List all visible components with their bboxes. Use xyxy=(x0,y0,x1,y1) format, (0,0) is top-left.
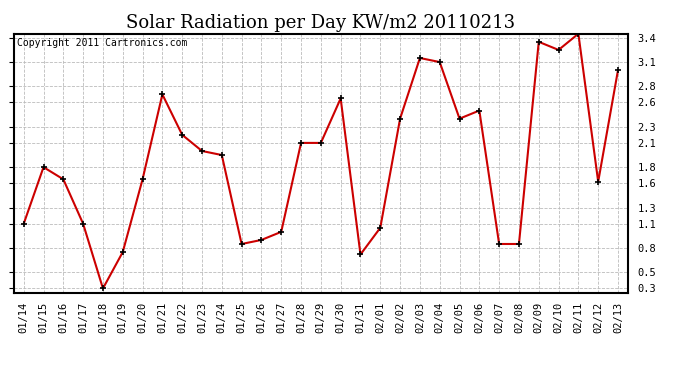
Text: Copyright 2011 Cartronics.com: Copyright 2011 Cartronics.com xyxy=(17,38,187,48)
Title: Solar Radiation per Day KW/m2 20110213: Solar Radiation per Day KW/m2 20110213 xyxy=(126,14,515,32)
